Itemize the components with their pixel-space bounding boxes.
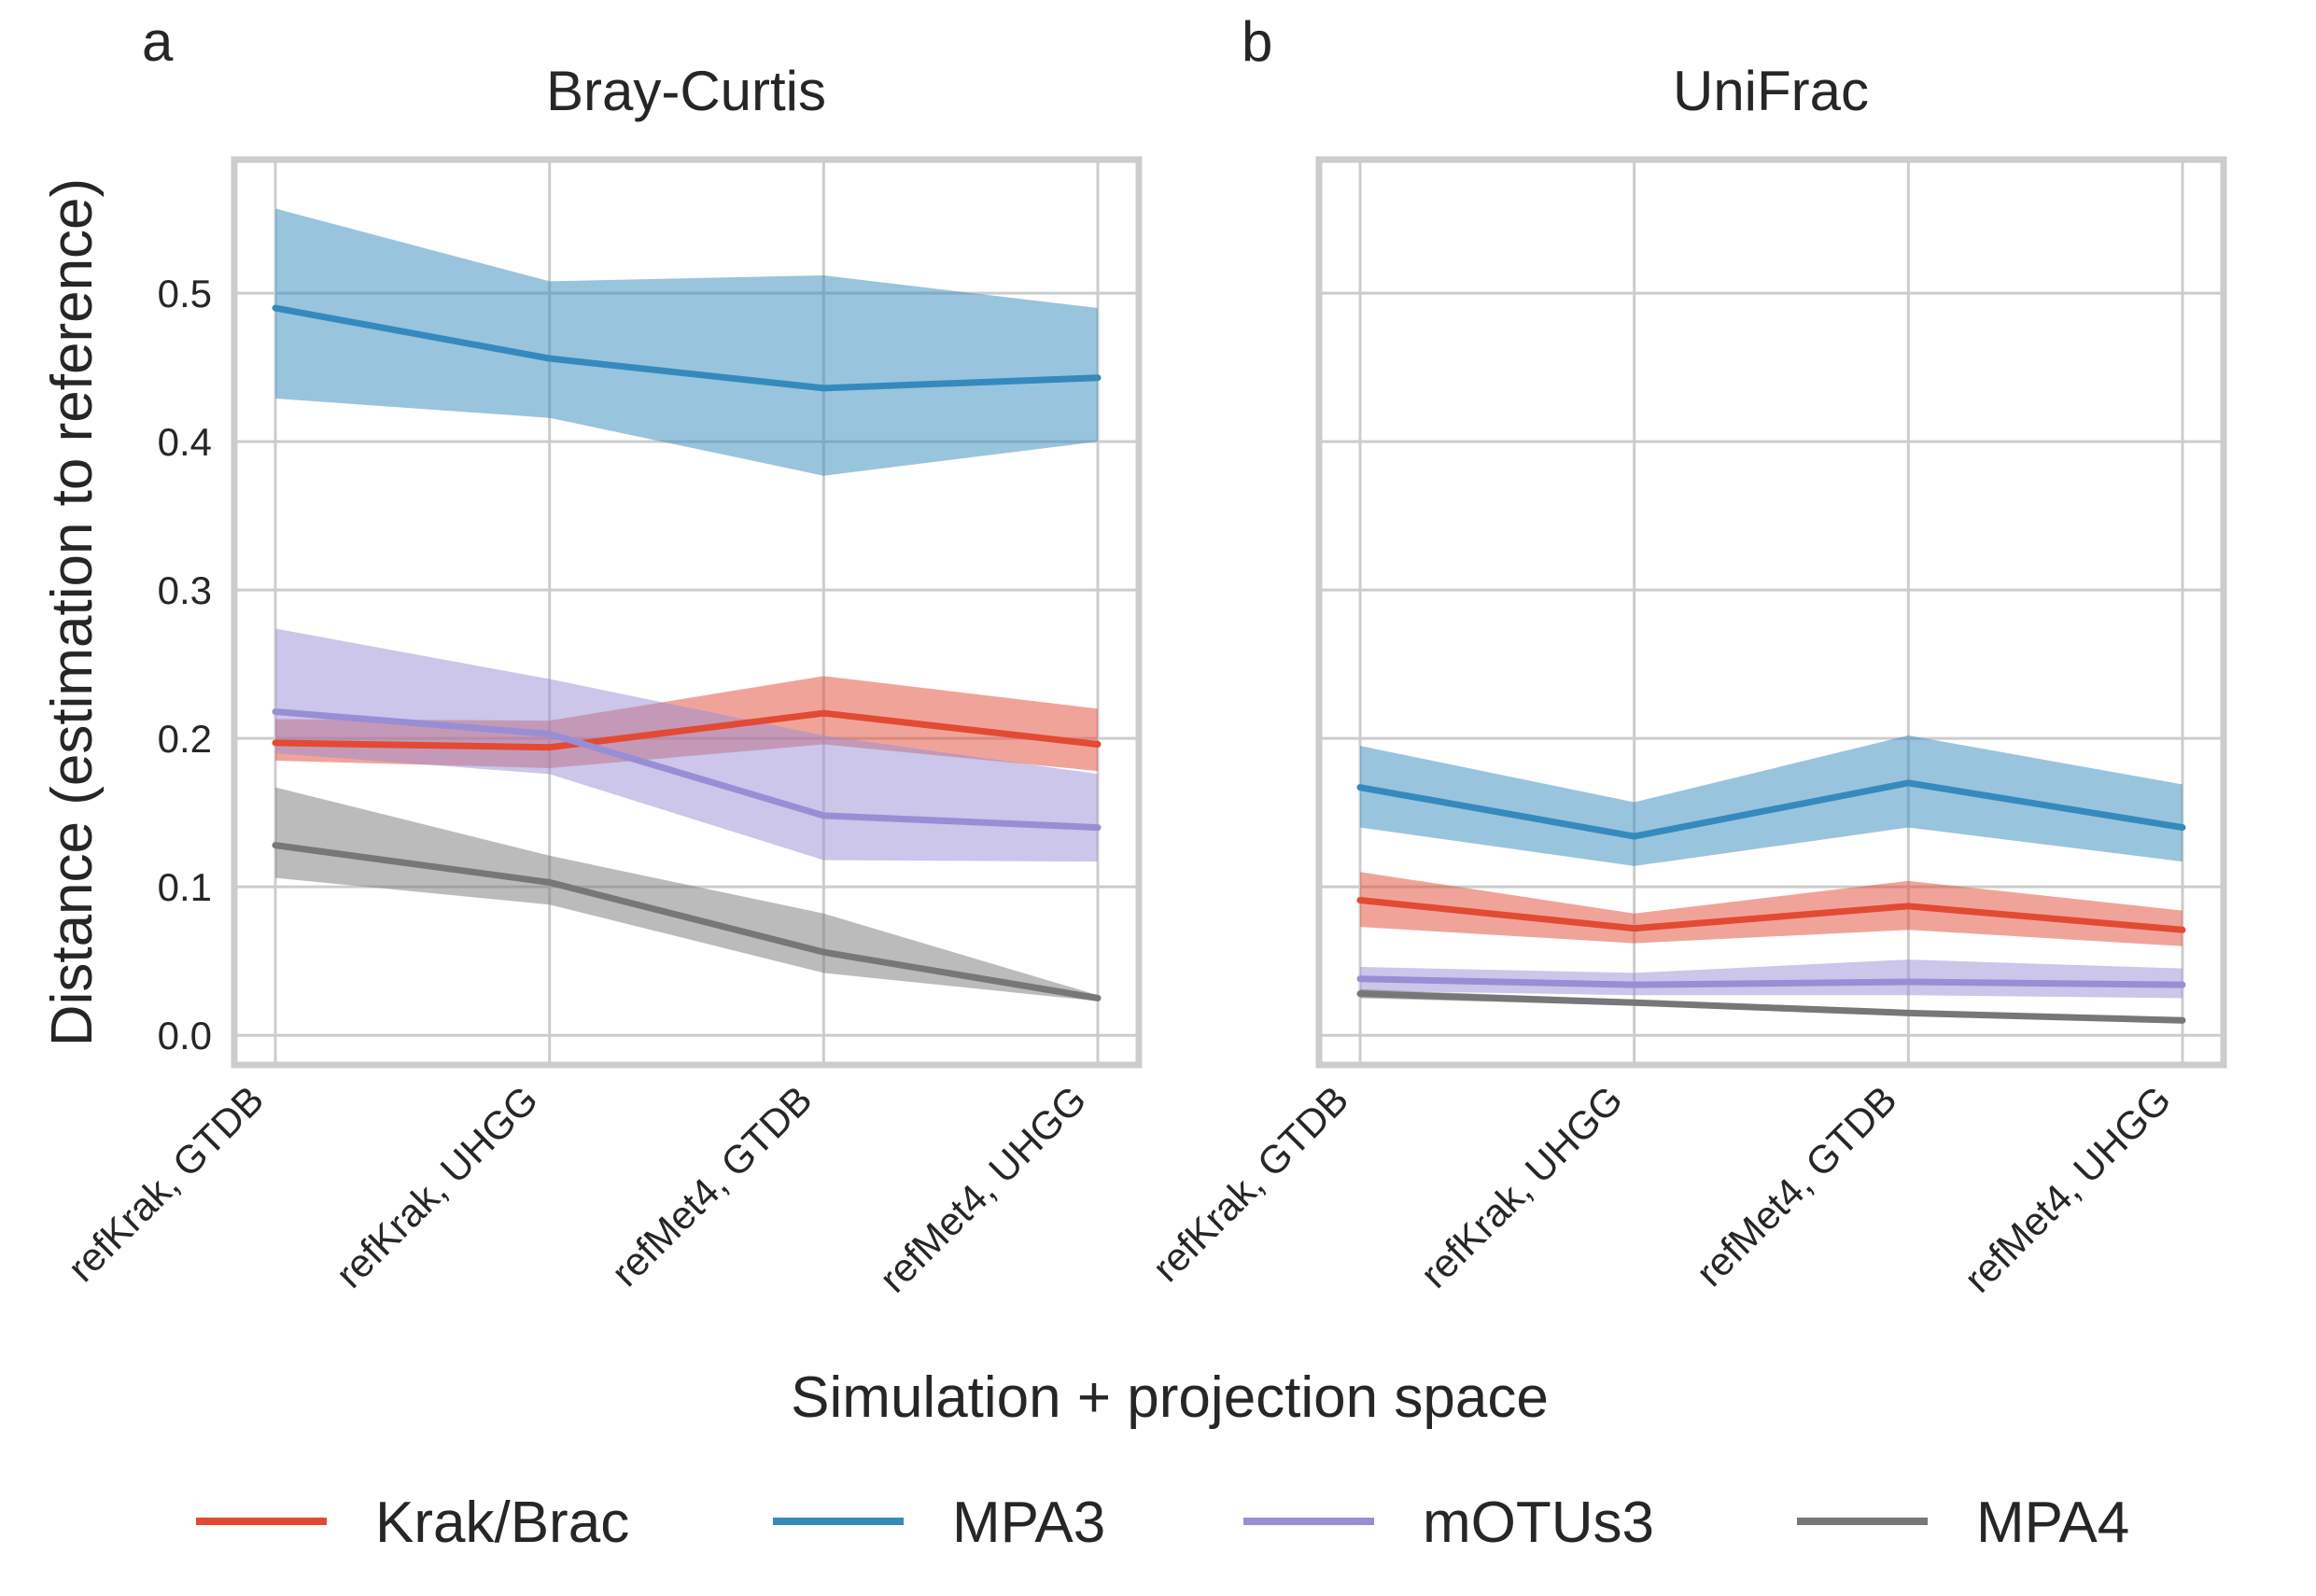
y-tick-label: 0.5 — [158, 272, 212, 315]
panel-title-unifrac: UniFrac — [1673, 60, 1869, 122]
band-motus3 — [275, 628, 1098, 862]
legend: Krak/Brac MPA3 mOTUs3 MPA4 — [196, 1491, 2129, 1555]
x-tick-label: refKrak, UHGG — [1411, 1077, 1631, 1296]
line-mpa3 — [1356, 779, 2186, 840]
legend-label-mpa3: MPA3 — [952, 1491, 1105, 1555]
line-motus3 — [272, 708, 1102, 832]
panel-letter-b: b — [1242, 10, 1272, 73]
band-motus3 — [1360, 959, 2183, 999]
x-tick-label: refKrak, UHGG — [327, 1077, 546, 1296]
x-axis-label: Simulation + projection space — [791, 1365, 1549, 1430]
y-tick-label: 0.3 — [158, 568, 212, 612]
line-krak-brac — [1356, 896, 2186, 933]
plot-frame-b — [1315, 156, 2227, 1069]
band-krak-brac — [1360, 872, 2183, 946]
panel-title-bray-curtis: Bray-Curtis — [546, 60, 826, 122]
x-tick-label: refMet4, UHGG — [1956, 1077, 2180, 1301]
x-tick-label: refMet4, UHGG — [871, 1077, 1095, 1301]
y-tick-label: 0.4 — [158, 420, 212, 464]
band-mpa3 — [275, 208, 1098, 476]
y-tick-labels-a: 0.0 0.1 0.2 0.3 0.4 0.5 — [158, 272, 212, 1057]
plot-frame-a — [231, 156, 1143, 1069]
y-axis-label: Distance (estimation to reference) — [40, 178, 105, 1046]
x-tick-labels-a: refKrak, GTDB refKrak, UHGG refMet4, GTDB r… — [59, 1077, 1094, 1301]
line-mpa4 — [1356, 990, 2186, 1024]
panel-letter-a: a — [142, 10, 174, 73]
y-tick-label: 0.0 — [158, 1014, 212, 1057]
x-tick-label: refMet4, GTDB — [603, 1077, 821, 1295]
line-motus3 — [1356, 975, 2186, 988]
panel-unifrac: b UniFrac refKrak, GTDB refKrak, UHGG refM… — [1144, 10, 2227, 1301]
line-mpa4 — [272, 842, 1102, 1001]
x-tick-label: refMet4, GTDB — [1688, 1077, 1905, 1295]
lines-b — [1356, 779, 2186, 1024]
legend-label-mpa4: MPA4 — [1976, 1491, 2129, 1555]
band-mpa4 — [275, 787, 1098, 1001]
legend-label-motus3: mOTUs3 — [1423, 1491, 1654, 1555]
y-tick-label: 0.1 — [158, 865, 212, 909]
panel-bray-curtis: a Bray-Curtis 0.0 0.1 0.2 0.3 0.4 0.5 refKrak… — [59, 10, 1143, 1301]
x-tick-labels-b: refKrak, GTDB refKrak, UHGG refMet4, GTDB r… — [1144, 1077, 2179, 1301]
bands-a — [275, 208, 1098, 1001]
line-mpa3 — [272, 304, 1102, 392]
x-tick-label: refKrak, GTDB — [59, 1077, 272, 1290]
lines-a — [272, 304, 1102, 1001]
y-tick-label: 0.2 — [158, 717, 212, 761]
band-mpa3 — [1360, 735, 2183, 866]
x-tick-label: refKrak, GTDB — [1144, 1077, 1356, 1290]
legend-label-krak-brac: Krak/Brac — [375, 1491, 629, 1555]
line-krak-brac — [272, 709, 1102, 751]
